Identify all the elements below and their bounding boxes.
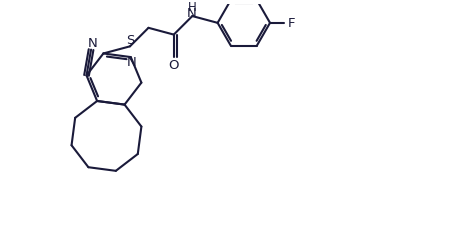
Text: N: N xyxy=(187,7,197,20)
Text: H: H xyxy=(188,1,196,14)
Text: N: N xyxy=(127,56,137,69)
Text: O: O xyxy=(168,58,178,71)
Text: S: S xyxy=(127,34,135,47)
Text: F: F xyxy=(288,17,296,30)
Text: N: N xyxy=(88,37,97,50)
